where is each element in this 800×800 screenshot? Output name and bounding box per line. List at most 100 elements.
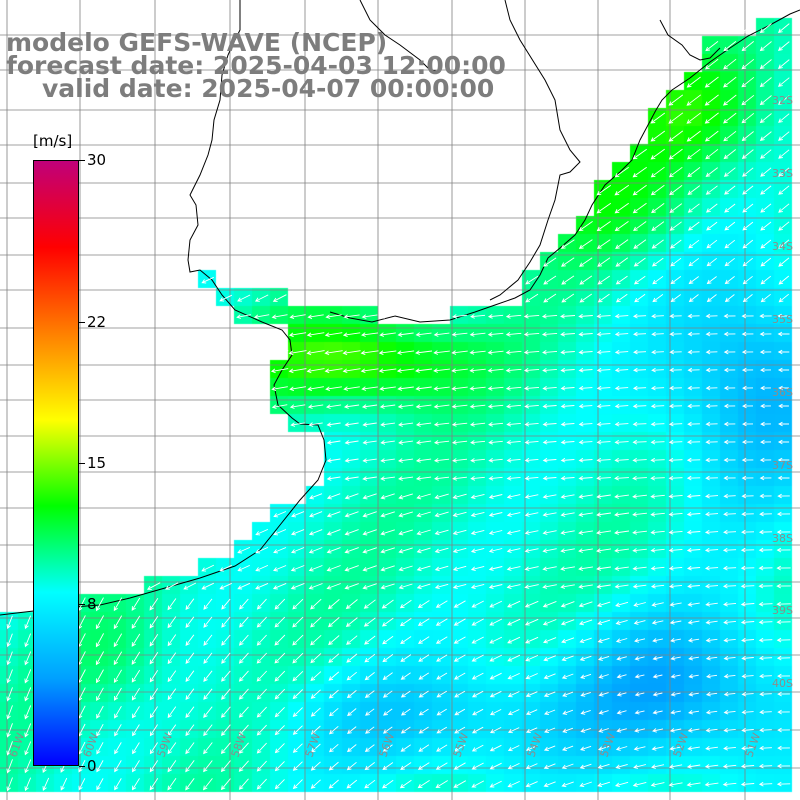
colorbar-tick-label: 22 bbox=[87, 312, 107, 331]
wind-arrow bbox=[24, 723, 32, 738]
wind-arrow bbox=[670, 276, 682, 285]
wind-arrow bbox=[668, 512, 683, 517]
wind-arrow bbox=[615, 275, 628, 285]
wind-arrow bbox=[758, 637, 773, 643]
wind-arrow bbox=[668, 94, 684, 106]
wind-arrow bbox=[344, 440, 359, 445]
wind-arrow bbox=[524, 530, 539, 535]
wind-arrow bbox=[668, 166, 683, 178]
wind-arrow bbox=[686, 439, 701, 445]
wind-arrow bbox=[723, 439, 736, 445]
wind-arrow bbox=[345, 617, 358, 627]
wind-arrow bbox=[309, 511, 323, 518]
wind-arrow bbox=[418, 690, 429, 698]
wind-arrow bbox=[326, 493, 341, 500]
wind-arrow bbox=[382, 762, 394, 771]
wind-arrow bbox=[343, 386, 360, 391]
wind-arrow bbox=[132, 706, 140, 719]
wind-arrow bbox=[687, 583, 700, 589]
wind-arrow bbox=[452, 583, 467, 590]
wind-arrow bbox=[272, 294, 287, 302]
wind-arrow bbox=[325, 404, 342, 409]
wind-arrow bbox=[741, 691, 754, 697]
wind-arrow bbox=[131, 669, 141, 683]
wind-arrow bbox=[615, 619, 628, 625]
wind-arrow bbox=[292, 616, 304, 628]
wind-arrow bbox=[778, 203, 790, 213]
wind-arrow bbox=[760, 203, 772, 213]
wind-arrow bbox=[740, 565, 755, 571]
wind-arrow bbox=[270, 350, 289, 356]
wind-arrow bbox=[344, 547, 359, 554]
wind-arrow bbox=[507, 672, 520, 680]
wind-arrow bbox=[239, 616, 249, 628]
coastline bbox=[0, 0, 800, 616]
wind-arrow bbox=[433, 458, 450, 463]
wind-arrow bbox=[543, 691, 556, 698]
wind-arrow bbox=[686, 764, 701, 769]
wind-arrow bbox=[185, 670, 195, 683]
wind-arrow bbox=[632, 566, 647, 571]
wind-arrow bbox=[470, 547, 485, 554]
wind-arrow bbox=[598, 674, 609, 679]
wind-arrow bbox=[470, 583, 485, 590]
wind-arrow bbox=[758, 529, 773, 535]
wind-arrow bbox=[418, 744, 430, 752]
wind-arrow bbox=[398, 547, 413, 554]
wind-arrow bbox=[397, 386, 414, 391]
wind-arrow bbox=[274, 616, 286, 628]
wind-arrow bbox=[131, 651, 141, 665]
wind-arrow bbox=[452, 547, 467, 554]
wind-arrow bbox=[308, 422, 323, 427]
wind-arrow bbox=[398, 458, 414, 463]
wind-arrow bbox=[560, 457, 575, 463]
wind-arrow bbox=[219, 294, 233, 302]
wind-arrow bbox=[542, 421, 557, 427]
wind-arrow bbox=[470, 314, 486, 319]
wind-arrow bbox=[470, 493, 485, 500]
wind-arrow bbox=[704, 529, 719, 535]
wind-arrow bbox=[149, 633, 159, 647]
wind-arrow bbox=[288, 368, 307, 374]
wind-arrow bbox=[777, 745, 790, 751]
wind-arrow bbox=[489, 780, 502, 788]
wind-arrow bbox=[361, 314, 378, 319]
wind-arrow bbox=[525, 709, 538, 716]
title-model: modelo GEFS-WAVE (NCEP) bbox=[6, 28, 388, 57]
wind-arrow bbox=[778, 403, 789, 409]
wind-arrow bbox=[614, 530, 630, 535]
wind-arrow bbox=[776, 619, 791, 625]
wind-arrow bbox=[525, 293, 539, 303]
wind-arrow bbox=[687, 367, 700, 373]
wind-arrow bbox=[380, 565, 395, 572]
wind-arrow bbox=[398, 422, 414, 427]
wind-arrow bbox=[221, 652, 231, 664]
wind-arrow bbox=[24, 615, 32, 630]
wind-arrow bbox=[578, 221, 593, 232]
wind-arrow bbox=[525, 636, 539, 644]
wind-arrow bbox=[686, 493, 701, 499]
wind-arrow bbox=[596, 221, 611, 232]
wind-arrow bbox=[760, 439, 772, 445]
wind-arrow bbox=[580, 673, 592, 679]
wind-arrow bbox=[633, 221, 647, 232]
wind-arrow bbox=[740, 547, 755, 553]
wind-arrow bbox=[598, 692, 609, 697]
wind-arrow bbox=[453, 762, 466, 770]
wind-arrow bbox=[328, 761, 339, 771]
wind-arrow bbox=[651, 620, 664, 625]
wind-arrow bbox=[614, 494, 629, 499]
wind-arrow bbox=[705, 331, 718, 337]
wind-arrow bbox=[452, 493, 467, 500]
wind-arrow bbox=[579, 781, 592, 788]
wind-arrow bbox=[417, 762, 430, 770]
wind-arrow bbox=[579, 257, 593, 267]
wind-arrow bbox=[398, 440, 413, 445]
wind-arrow bbox=[596, 403, 611, 409]
wind-arrow bbox=[379, 314, 396, 319]
wind-arrow bbox=[668, 457, 683, 463]
wind-arrow bbox=[542, 512, 557, 517]
wind-arrow bbox=[687, 746, 700, 751]
wind-arrow bbox=[131, 760, 140, 773]
wind-arrow bbox=[415, 404, 432, 409]
